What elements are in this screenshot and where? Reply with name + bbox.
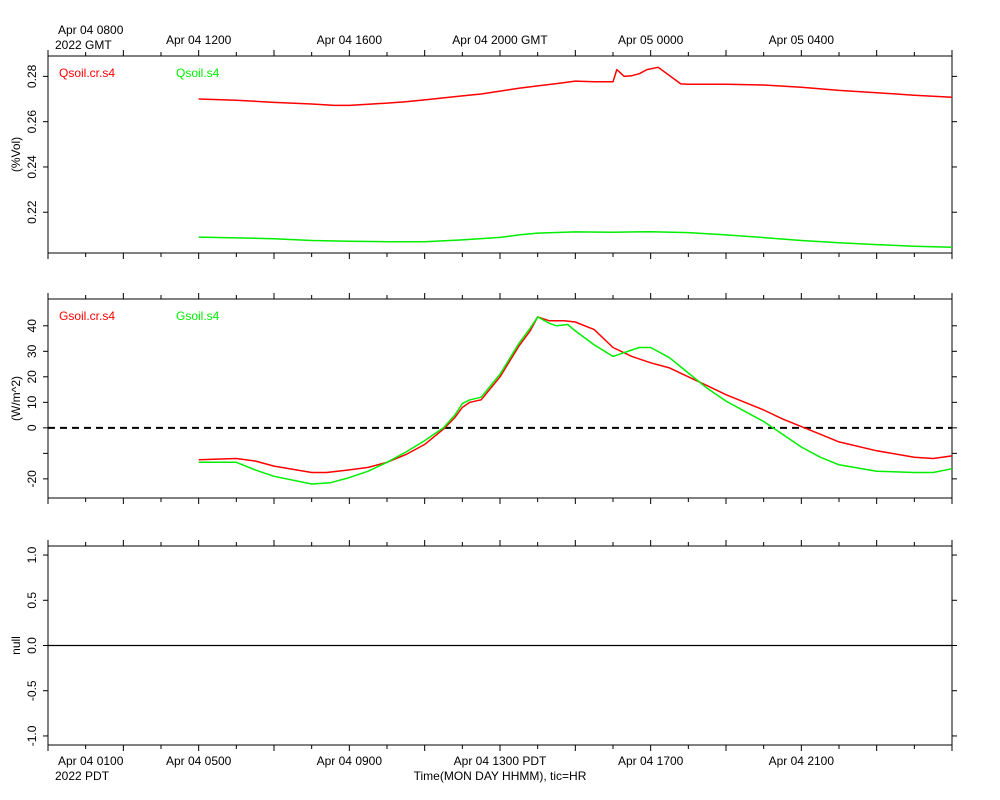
y-tick-label: -1.0: [25, 725, 39, 746]
gmt-tick-label: Apr 04 1600: [317, 33, 383, 47]
pdt-tick-label: Apr 04 2100: [769, 754, 835, 768]
y-tick-label: 10: [25, 395, 39, 409]
y-tick-label: 30: [25, 344, 39, 358]
y-axis-title: null: [9, 636, 23, 655]
null-panel: -1.0 -0.5 0.0 0.5 1.0 null: [9, 540, 957, 751]
y-tick-label: 0.22: [25, 200, 39, 224]
gmt-tick-label: Apr 05 0000: [618, 33, 684, 47]
y-tick-label: 0.24: [25, 155, 39, 179]
soil-moisture-panel: 0.22 0.24 0.26 0.28 (%Vol) Qsoil.cr.s4 Qsoil.s…: [9, 50, 957, 259]
pdt-time-axis: Apr 04 0100 2022 PDT Time(MON DAY HHMM),…: [55, 754, 834, 783]
pdt-tick-label: Apr 04 1300 PDT: [454, 754, 547, 768]
legend-label-Gsoil-s4: Gsoil.s4: [176, 309, 220, 323]
pdt-tick-label: Apr 04 0900: [317, 754, 383, 768]
soil-heat-flux-panel: -20 0 10 20 30 40 (W/m^2) Gsoil.cr.s4 Gsoil.s4: [9, 293, 957, 504]
y-tick-label: 0: [25, 424, 39, 431]
plot-frame: [47, 55, 953, 254]
y-tick-label: 0.5: [25, 592, 39, 609]
pdt-start-year: 2022 PDT: [55, 769, 110, 783]
series-line-Gsoil-s4: [198, 316, 953, 485]
series-line-Qsoil-s4: [198, 230, 953, 249]
series-line-Qsoil-cr-s4: [198, 66, 953, 107]
plot-frame: [47, 298, 953, 499]
gmt-tick-label: Apr 04 2000 GMT: [452, 33, 548, 47]
y-tick-label: 40: [25, 319, 39, 333]
legend-label-Qsoil-s4: Qsoil.s4: [176, 66, 220, 80]
gmt-tick-label: Apr 04 1200: [166, 33, 232, 47]
gmt-start-year: 2022 GMT: [55, 38, 112, 52]
y-tick-label: 0.28: [25, 64, 39, 88]
y-axis-title: (%Vol): [9, 137, 23, 172]
y-tick-label: -20: [25, 470, 39, 488]
pdt-tick-label: Apr 04 0500: [166, 754, 232, 768]
y-tick-label: 1.0: [25, 546, 39, 563]
y-tick-label: 20: [25, 370, 39, 384]
legend-label-Qsoil-cr-s4: Qsoil.cr.s4: [59, 66, 115, 80]
pdt-start-label: Apr 04 0100: [58, 754, 124, 768]
gmt-tick-label: Apr 05 0400: [769, 33, 835, 47]
y-tick-label: 0.26: [25, 110, 39, 134]
x-axis-title: Time(MON DAY HHMM), tic=HR: [414, 769, 587, 783]
series-line-Gsoil-cr-s4: [198, 316, 953, 474]
y-axis-title: (W/m^2): [9, 376, 23, 421]
y-tick-label: -0.5: [25, 680, 39, 701]
gmt-start-label: Apr 04 0800: [58, 23, 124, 37]
legend-label-Gsoil-cr-s4: Gsoil.cr.s4: [59, 309, 115, 323]
pdt-tick-label: Apr 04 1700: [618, 754, 684, 768]
gmt-time-axis: Apr 04 0800 2022 GMT Apr 04 1200 Apr 04 1…: [55, 23, 834, 52]
y-tick-label: 0.0: [25, 637, 39, 654]
